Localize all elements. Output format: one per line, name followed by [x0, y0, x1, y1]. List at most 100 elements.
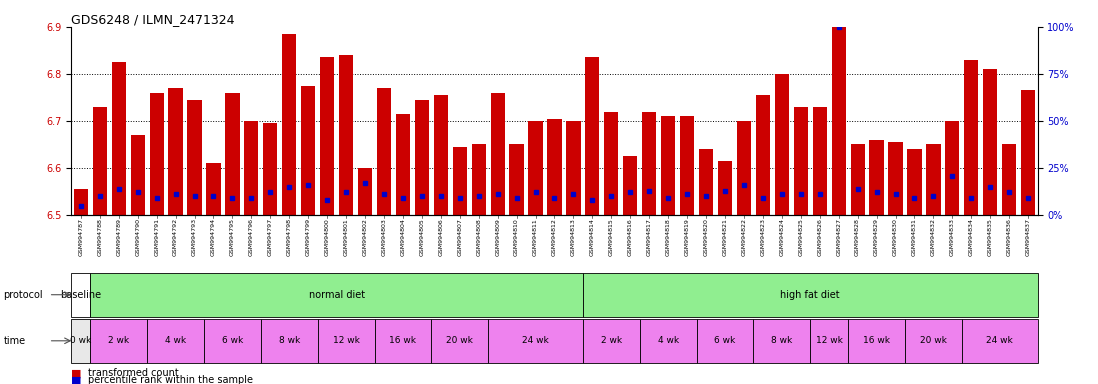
Text: GSM994829: GSM994829 [874, 218, 879, 256]
Bar [131, 135, 145, 215]
Bar [489, 319, 583, 363]
Text: GSM994801: GSM994801 [344, 218, 348, 256]
Bar [583, 319, 640, 363]
Bar [206, 163, 221, 215]
Bar [945, 121, 960, 215]
Text: GSM994789: GSM994789 [116, 218, 121, 256]
Text: GSM994799: GSM994799 [305, 218, 311, 256]
Text: GSM994790: GSM994790 [135, 218, 141, 256]
Text: GSM994808: GSM994808 [477, 218, 481, 256]
Text: 2 wk: 2 wk [601, 336, 621, 345]
Text: 8 wk: 8 wk [279, 336, 300, 345]
Bar [661, 116, 675, 215]
Bar [1021, 90, 1035, 215]
Bar [831, 27, 845, 215]
Bar [528, 121, 542, 215]
Bar [147, 319, 204, 363]
Bar [813, 107, 827, 215]
Bar [548, 119, 561, 215]
Text: high fat diet: high fat diet [781, 290, 840, 300]
Text: 12 wk: 12 wk [816, 336, 842, 345]
Text: GSM994834: GSM994834 [968, 218, 974, 256]
Bar [509, 144, 524, 215]
Text: 0 wk: 0 wk [70, 336, 91, 345]
Text: percentile rank within the sample: percentile rank within the sample [88, 375, 253, 384]
Bar [583, 273, 1038, 317]
Text: GSM994806: GSM994806 [438, 218, 444, 256]
Text: GSM994805: GSM994805 [419, 218, 424, 256]
Bar [755, 95, 770, 215]
Text: GSM994802: GSM994802 [362, 218, 368, 256]
Text: GSM994821: GSM994821 [722, 218, 728, 256]
Text: GSM994833: GSM994833 [950, 218, 955, 256]
Text: baseline: baseline [60, 290, 101, 300]
Bar [472, 144, 485, 215]
Text: 16 wk: 16 wk [863, 336, 890, 345]
Text: GSM994810: GSM994810 [514, 218, 519, 256]
Bar [204, 319, 261, 363]
Bar [374, 319, 432, 363]
Text: 16 wk: 16 wk [390, 336, 416, 345]
Bar [737, 121, 751, 215]
Text: GSM994811: GSM994811 [533, 218, 538, 256]
Text: GSM994831: GSM994831 [912, 218, 917, 256]
Bar [377, 88, 391, 215]
Text: 24 wk: 24 wk [523, 336, 549, 345]
Text: GSM994835: GSM994835 [988, 218, 993, 256]
Text: GSM994827: GSM994827 [837, 218, 841, 256]
Bar [317, 319, 374, 363]
Bar [905, 319, 962, 363]
Bar [415, 100, 429, 215]
Text: GSM994837: GSM994837 [1026, 218, 1031, 256]
Bar [491, 93, 505, 215]
Text: GSM994818: GSM994818 [665, 218, 671, 256]
Text: 2 wk: 2 wk [109, 336, 130, 345]
Bar [395, 114, 410, 215]
Text: GSM994813: GSM994813 [571, 218, 576, 256]
Text: GSM994798: GSM994798 [287, 218, 292, 256]
Text: GSM994830: GSM994830 [893, 218, 898, 256]
Text: normal diet: normal diet [309, 290, 365, 300]
Text: 4 wk: 4 wk [658, 336, 679, 345]
Text: GSM994828: GSM994828 [855, 218, 860, 256]
Text: 20 wk: 20 wk [920, 336, 946, 345]
Text: GSM994824: GSM994824 [780, 218, 784, 256]
Bar [149, 93, 164, 215]
Bar [71, 319, 90, 363]
Text: GSM994826: GSM994826 [817, 218, 822, 256]
Bar [696, 319, 753, 363]
Text: GSM994807: GSM994807 [457, 218, 462, 256]
Bar [927, 144, 941, 215]
Text: GSM994792: GSM994792 [173, 218, 178, 256]
Text: 6 wk: 6 wk [715, 336, 736, 345]
Bar [848, 319, 905, 363]
Bar [112, 62, 126, 215]
Bar [585, 58, 600, 215]
Text: GSM994819: GSM994819 [685, 218, 690, 256]
Text: GSM994800: GSM994800 [325, 218, 329, 256]
Bar [282, 34, 296, 215]
Bar [964, 60, 978, 215]
Bar [680, 116, 694, 215]
Text: GSM994793: GSM994793 [192, 218, 197, 256]
Text: GSM994817: GSM994817 [647, 218, 652, 256]
Text: GSM994803: GSM994803 [381, 218, 386, 256]
Text: GSM994836: GSM994836 [1007, 218, 1011, 256]
Bar [753, 319, 810, 363]
Bar [888, 142, 903, 215]
Text: GSM994797: GSM994797 [268, 218, 272, 256]
Text: GSM994832: GSM994832 [931, 218, 935, 256]
Text: GSM994812: GSM994812 [552, 218, 557, 256]
Text: 6 wk: 6 wk [222, 336, 243, 345]
Bar [244, 121, 258, 215]
Bar [168, 88, 182, 215]
Text: GSM994796: GSM994796 [249, 218, 254, 256]
Text: GSM994804: GSM994804 [401, 218, 405, 256]
Text: GDS6248 / ILMN_2471324: GDS6248 / ILMN_2471324 [71, 13, 235, 26]
Bar [718, 161, 732, 215]
Bar [851, 144, 865, 215]
Text: GSM994816: GSM994816 [628, 218, 632, 256]
Text: GSM994820: GSM994820 [704, 218, 708, 256]
Text: 12 wk: 12 wk [333, 336, 359, 345]
Text: GSM994825: GSM994825 [798, 218, 804, 256]
